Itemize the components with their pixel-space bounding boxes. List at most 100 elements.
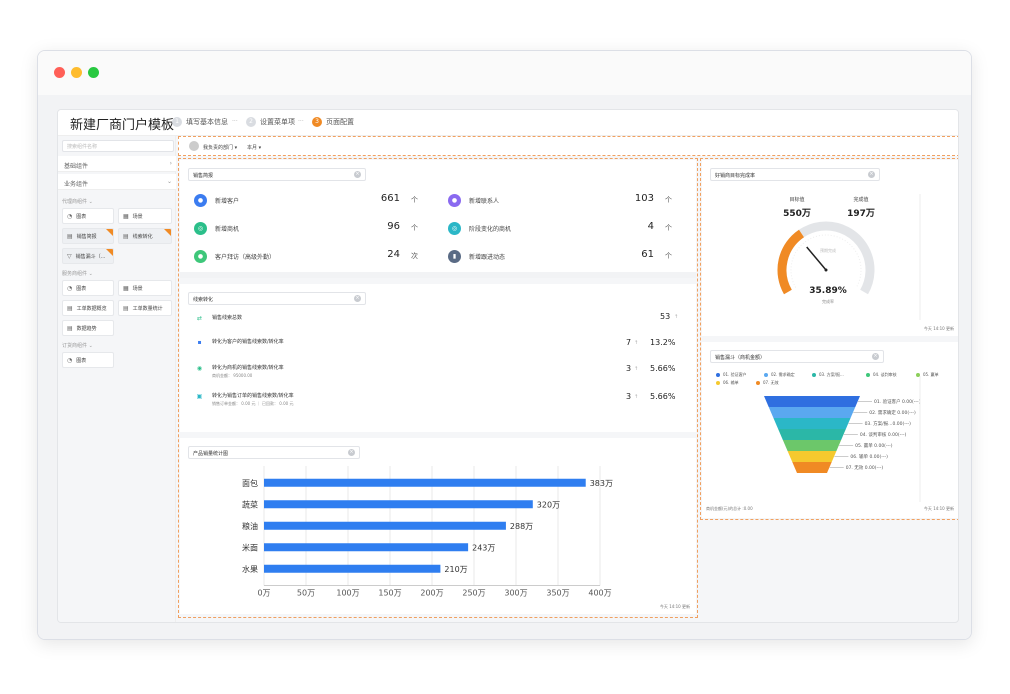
funnel-stage[interactable] [787, 451, 837, 462]
legend-item[interactable]: 05. 赢单 [916, 372, 939, 378]
target-completion-card[interactable]: 好销商目标完成率 × 目标值 550万 完成值 197万 预期完成 35.89%… [702, 160, 958, 336]
lead-conversion-card[interactable]: 线索转化 × ⇄ 销售线索总数 53 ↑ ▪ 转化为客户的销售线索数/转化率 7 ↑ 13.2%… [180, 284, 696, 432]
conversion-label: 转化为商机的销售线索数/转化率 [212, 365, 284, 371]
card-title-bar: 线索转化 × [188, 292, 366, 305]
item-label: 工单数据概览 [76, 305, 107, 312]
component-sidebar: 搜索组件名称 基础组件 › 业务组件 ⌄ 代理商组件 ⌄ ◔ 图表 ▦ 场景 ▤ 销售 [58, 136, 176, 622]
card-title-bar: 销售简报 × [188, 168, 366, 181]
component-item[interactable]: ▦ 场景 [118, 208, 172, 224]
funnel-stage[interactable] [764, 396, 860, 407]
legend-item[interactable]: 01. 验证客户 [716, 372, 747, 378]
conversion-label: 转化为客户的销售线索数/转化率 [212, 339, 284, 345]
brief-value: 4 [647, 221, 654, 232]
x-tick-label: 350万 [546, 589, 569, 598]
product-sales-chart-card[interactable]: 产品销量统计图 × 0万 50万 100万 150万 200万 250万 300万 350万 4… [180, 438, 696, 614]
bar[interactable] [264, 478, 586, 487]
component-search-input[interactable]: 搜索组件名称 [62, 140, 174, 152]
dept-filter-dropdown[interactable]: 我负责的部门 ▾ [203, 145, 238, 151]
sales-funnel-card[interactable]: 销售漏斗（商机金额） × 01. 验证客户 02. 需求确定 03. 方案/报...… [702, 342, 958, 518]
section-label[interactable]: 代理商组件 ⌄ [62, 199, 93, 205]
maximize-window-icon[interactable] [88, 67, 99, 78]
component-item[interactable]: ◔ 图表 [62, 280, 114, 296]
component-item[interactable]: ▤ 线索转化 [118, 228, 172, 244]
legend-dot [716, 373, 720, 377]
legend-dot [716, 381, 720, 385]
conversion-sub: 商机金额： 95000.00 [212, 373, 253, 378]
component-item[interactable]: ◔ 图表 [62, 208, 114, 224]
funnel-stage[interactable] [782, 440, 842, 451]
pie-chart-icon: ◔ [67, 212, 73, 220]
stage-icon: ◎ [448, 221, 461, 235]
component-item[interactable]: ◔ 图表 [62, 352, 114, 368]
section-label[interactable]: 订货商组件 ⌄ [62, 343, 93, 349]
funnel-stage-label: 06. 输单 0.00(---) [850, 453, 888, 460]
update-time: 今天 14:10 更新 [659, 604, 690, 609]
funnel-stage[interactable] [778, 429, 846, 440]
close-icon[interactable]: × [872, 353, 879, 360]
right-layout-region [700, 158, 958, 520]
brief-unit: 个 [411, 224, 418, 232]
legend-item[interactable]: 06. 输单 [716, 380, 739, 386]
section-label[interactable]: 服务商组件 ⌄ [62, 271, 93, 277]
funnel-stage-label: 04. 谈判审核 0.00(---) [860, 431, 907, 438]
card-title-bar: 产品销量统计图 × [188, 446, 360, 459]
contact-icon: ● [448, 193, 461, 207]
x-tick-label: 250万 [462, 589, 485, 598]
bar[interactable] [264, 500, 533, 509]
x-tick-label: 150万 [378, 589, 401, 598]
category-label: 米面 [242, 542, 258, 552]
brief-label: 阶段变化的商机 [469, 225, 512, 233]
window-content: 新建厂商门户模板 1 填写基本信息 ··· 2 设置菜单项 ··· 3 页面配置 [38, 95, 971, 639]
bar[interactable] [264, 521, 506, 530]
legend-item[interactable]: 04. 谈判审核 [866, 372, 897, 378]
minimize-window-icon[interactable] [71, 67, 82, 78]
sales-brief-card[interactable]: 销售简报 × ● 新增客户 661 个 ● 新增联系人 103 个 ◎ 新增商机 96 个 ◎ 阶段变化的… [180, 160, 696, 278]
step-label: 页面配置 [326, 118, 354, 126]
brief-unit: 次 [411, 252, 418, 260]
conversion-row: 转化为商机的销售线索数/转化率 商机金额： 95000.00 [212, 364, 572, 379]
component-item[interactable]: ▤ 工单数量统计 [118, 300, 172, 316]
item-label: 图表 [76, 213, 87, 220]
update-time: 今天 14:10 更新 [923, 506, 954, 511]
conversion-icon: ▪ [197, 339, 202, 346]
done-value: 197万 [847, 209, 875, 219]
funnel-stage[interactable] [792, 462, 832, 473]
bar[interactable] [264, 564, 441, 573]
close-window-icon[interactable] [54, 67, 65, 78]
close-icon[interactable]: × [868, 171, 875, 178]
component-item[interactable]: ▤ 工单数据概览 [62, 300, 114, 316]
legend-item[interactable]: 02. 需求确定 [764, 372, 795, 378]
group-business-components[interactable]: 业务组件 ⌄ [58, 174, 176, 190]
close-icon[interactable]: × [348, 449, 355, 456]
update-time: 今天 14:10 更新 [923, 326, 954, 331]
item-label: 数据趋势 [76, 325, 97, 332]
period-filter-dropdown[interactable]: 本月 ▾ [247, 145, 262, 151]
legend-item[interactable]: 03. 方案/报... [812, 372, 844, 378]
card-title: 销售漏斗（商机金额） [715, 355, 766, 361]
card-divider [180, 272, 696, 278]
funnel-stage[interactable] [773, 418, 851, 429]
step-1[interactable]: 1 填写基本信息 [172, 117, 228, 127]
component-item[interactable]: ▽ 销售漏斗（... [62, 248, 114, 264]
report-icon: ▤ [67, 304, 73, 312]
legend-item[interactable]: 07. 无效 [756, 380, 779, 386]
category-label: 水果 [242, 564, 258, 574]
page-title: 新建厂商门户模板 [70, 118, 175, 133]
legend-label: 07. 无效 [763, 380, 779, 385]
close-icon[interactable]: × [354, 295, 361, 302]
close-icon[interactable]: × [354, 171, 361, 178]
card-title-bar: 好销商目标完成率 × [710, 168, 880, 181]
added-marker [164, 229, 171, 236]
conversion-label: 转化为销售订单的销售线索数/转化率 [212, 393, 294, 399]
component-item[interactable]: ▦ 场景 [118, 280, 172, 296]
group-basic-components[interactable]: 基础组件 › [58, 156, 176, 172]
component-item[interactable]: ▤ 销售简报 [62, 228, 114, 244]
step-3[interactable]: 3 页面配置 [312, 117, 354, 127]
added-marker [106, 249, 113, 256]
component-item[interactable]: ▤ 数据趋势 [62, 320, 114, 336]
funnel-stage[interactable] [768, 407, 856, 418]
editor-topbar: 新建厂商门户模板 1 填写基本信息 ··· 2 设置菜单项 ··· 3 页面配置 [58, 110, 958, 136]
bar[interactable] [264, 543, 469, 552]
pie-chart-icon: ◔ [67, 356, 73, 364]
step-2[interactable]: 2 设置菜单项 [246, 117, 295, 127]
